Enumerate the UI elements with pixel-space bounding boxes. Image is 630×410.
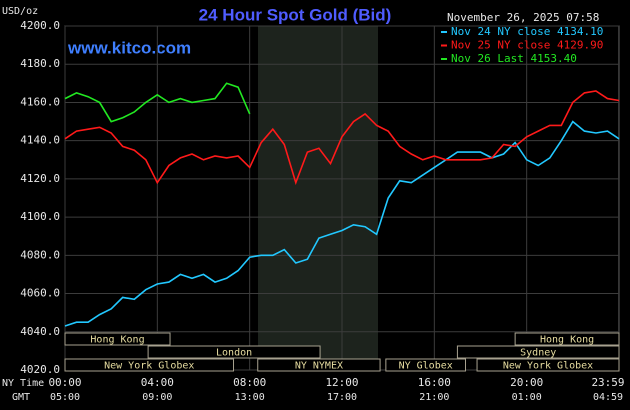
gmt-tick-label: 21:00 [419, 392, 449, 403]
gmt-tick-label: 17:00 [327, 392, 357, 403]
chart-title: 24 Hour Spot Gold (Bid) [199, 5, 392, 24]
y-tick-label: 4160.0 [20, 95, 60, 108]
gmt-tick-label: 09:00 [142, 392, 172, 403]
gmt-tick-label: 13:00 [235, 392, 265, 403]
x-row-label: NY Time [2, 378, 44, 389]
x-tick-label: 12:00 [325, 376, 358, 389]
x-tick-label: 00:00 [48, 376, 81, 389]
session-box [257, 358, 381, 372]
gmt-tick-label: 04:59 [593, 392, 623, 403]
session-label: Hong Kong [90, 335, 144, 346]
session-label: London [216, 348, 252, 359]
x-tick-label: 04:00 [141, 376, 174, 389]
session-label: NY NYMEX [295, 361, 343, 372]
session-box [64, 332, 171, 346]
y-tick-label: 4080.0 [20, 248, 60, 261]
gmt-tick-label: 05:00 [50, 392, 80, 403]
session-box [476, 358, 620, 372]
price-line [64, 120, 620, 327]
session-label: New York Globex [503, 361, 593, 372]
session-label: Hong Kong [540, 335, 594, 346]
y-tick-label: 4200.0 [20, 19, 60, 32]
site-label: www.kitco.com [67, 38, 191, 57]
gmt-tick-label: 01:00 [512, 392, 542, 403]
y-tick-label: 4180.0 [20, 57, 60, 70]
session-box [456, 345, 620, 359]
x-tick-label: 08:00 [233, 376, 266, 389]
legend-entry: Nov 25 NY close 4129.90 [451, 39, 603, 52]
shaded-session [258, 26, 378, 370]
legend-entry: Nov 24 NY close 4134.10 [451, 25, 603, 38]
session-label: New York Globex [104, 361, 194, 372]
y-tick-label: 4060.0 [20, 287, 60, 300]
price-line [64, 90, 620, 186]
y-tick-label: 4140.0 [20, 134, 60, 147]
session-box [514, 332, 620, 346]
session-box [147, 345, 321, 359]
timestamp: November 26, 2025 07:58 [447, 11, 599, 24]
legend-entry: Nov 26 Last 4153.40 [451, 52, 577, 65]
x-row-label: GMT [12, 392, 30, 403]
x-tick-label: 20:00 [510, 376, 543, 389]
y-tick-label: 4100.0 [20, 210, 60, 223]
y-tick-label: 4040.0 [20, 325, 60, 338]
y-tick-label: 4120.0 [20, 172, 60, 185]
price-line [64, 82, 251, 123]
session-label: NY Globex [399, 361, 453, 372]
y-axis-label: USD/oz [2, 6, 38, 17]
x-tick-label: 23:59 [591, 376, 624, 389]
session-box [385, 358, 466, 372]
session-box [64, 358, 235, 372]
y-tick-label: 4020.0 [20, 363, 60, 376]
session-label: Sydney [520, 348, 556, 359]
x-tick-label: 16:00 [418, 376, 451, 389]
